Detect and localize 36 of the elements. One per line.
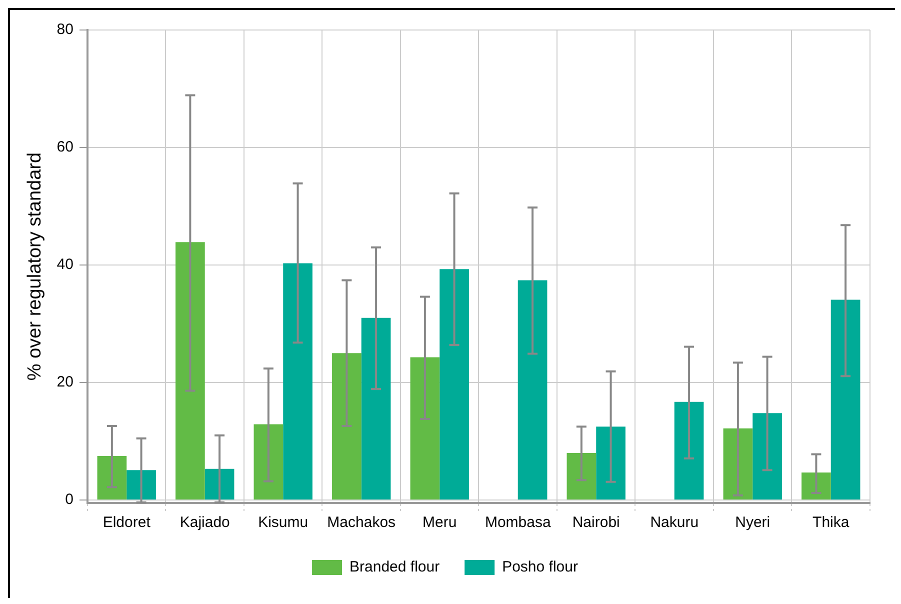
legend-label: Posho flour — [502, 558, 578, 576]
x-tick-label: Kisumu — [258, 514, 308, 532]
bar — [830, 300, 860, 500]
y-tick-label: 60 — [56, 138, 74, 156]
y-tick-label: 0 — [65, 491, 74, 508]
bar — [332, 353, 362, 500]
bar — [126, 470, 156, 500]
bar — [176, 242, 205, 500]
x-tick-label: Kajiado — [180, 514, 230, 532]
bar — [566, 453, 596, 500]
x-tick-label: Eldoret — [102, 514, 152, 532]
bar — [361, 318, 391, 500]
x-tick-label: Nyeri — [735, 514, 770, 532]
x-tick-label: Nairobi — [572, 514, 620, 532]
legend-label: Branded flour — [350, 558, 440, 576]
x-tick-label: Meru — [422, 514, 457, 532]
bar — [440, 269, 469, 500]
bar — [410, 357, 440, 500]
x-tick-label: Nakuru — [650, 514, 699, 532]
y-tick-label: 80 — [56, 21, 74, 38]
bar — [254, 424, 284, 500]
bar — [802, 472, 831, 500]
bar — [283, 263, 312, 500]
bar — [596, 426, 626, 500]
x-tick-label: Mombasa — [484, 514, 552, 532]
bar — [752, 413, 782, 500]
bar — [674, 402, 704, 500]
bar — [204, 468, 234, 500]
x-tick-label: Machakos — [327, 514, 396, 532]
bar — [97, 456, 127, 500]
x-tick-label: Thika — [812, 514, 850, 532]
bar — [723, 428, 753, 500]
y-tick-label: 40 — [56, 256, 74, 274]
y-tick-label: 20 — [56, 374, 74, 391]
bar — [518, 280, 548, 500]
y-axis-title: % over regulatory standard — [24, 152, 46, 381]
